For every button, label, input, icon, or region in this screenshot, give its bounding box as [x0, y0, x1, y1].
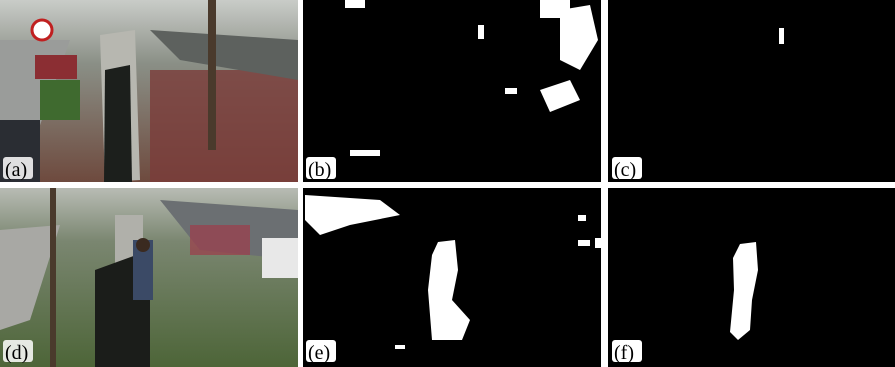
photo-d	[0, 188, 298, 367]
mask-c	[608, 0, 895, 182]
mask-f	[608, 188, 895, 367]
figure: (a) (b) (c) (d) (e) (f)	[0, 0, 895, 367]
mask-b	[303, 0, 601, 182]
panel-label: (c)	[614, 159, 636, 181]
panel-label: (f)	[614, 342, 634, 364]
panel-label: (d)	[5, 342, 28, 364]
photo-a	[0, 0, 298, 182]
panel-label: (a)	[5, 159, 27, 181]
panel-label: (b)	[308, 159, 331, 181]
mask-e	[303, 188, 601, 367]
panel-label: (e)	[308, 342, 330, 364]
